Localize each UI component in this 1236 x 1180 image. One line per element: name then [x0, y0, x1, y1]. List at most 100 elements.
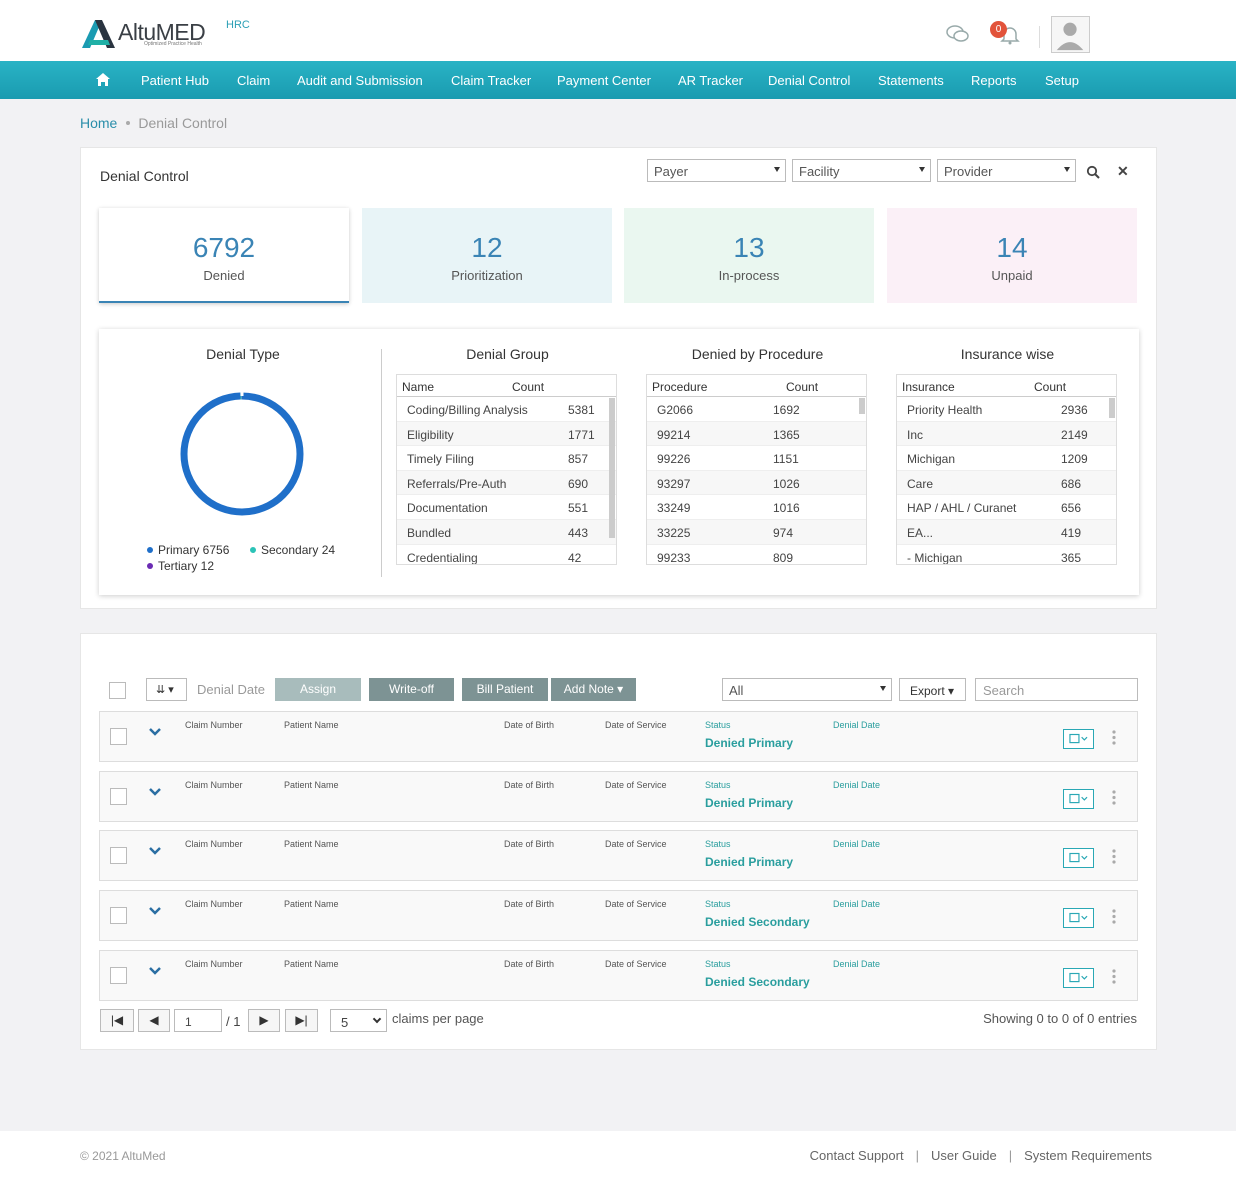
card-value: 13 [624, 232, 874, 264]
claim-row[interactable]: Claim Number Patient Name Date of Birth Dat… [99, 771, 1138, 822]
chevron-down-icon[interactable] [148, 844, 162, 858]
add-note-button[interactable]: Add Note ▾ [551, 678, 636, 701]
facility-select[interactable]: Facility [792, 159, 931, 182]
claim-checkbox[interactable] [110, 967, 127, 984]
table-row[interactable]: Eligibility 1771 [397, 422, 616, 447]
more-options-icon[interactable] [1112, 909, 1116, 924]
scrollbar[interactable] [859, 398, 865, 414]
first-page-button[interactable]: |◀ [100, 1009, 134, 1032]
user-avatar[interactable] [1051, 16, 1090, 53]
page-number-input[interactable]: 1 [174, 1009, 222, 1032]
note-button[interactable] [1063, 729, 1094, 749]
nav-claim-tracker[interactable]: Claim Tracker [451, 73, 531, 88]
table-row[interactable]: Priority Health 2936 [897, 397, 1116, 422]
table-row[interactable]: Care 686 [897, 471, 1116, 496]
provider-select[interactable]: Provider [937, 159, 1076, 182]
more-options-icon[interactable] [1112, 790, 1116, 805]
scrollbar[interactable] [609, 398, 615, 538]
table-row[interactable]: Credentialing 42 [397, 545, 616, 565]
assign-button[interactable]: Assign [275, 678, 361, 701]
status-filter-select[interactable]: All [722, 678, 892, 701]
nav-reports[interactable]: Reports [971, 73, 1017, 88]
prev-page-button[interactable]: ◀ [138, 1009, 170, 1032]
table-row[interactable]: Coding/Billing Analysis 5381 [397, 397, 616, 422]
nav-audit-submission[interactable]: Audit and Submission [297, 73, 423, 88]
table-row[interactable]: 33225 974 [647, 520, 866, 545]
nav-patient-hub[interactable]: Patient Hub [141, 73, 209, 88]
search-input[interactable]: Search [975, 678, 1138, 701]
next-page-button[interactable]: ▶ [248, 1009, 280, 1032]
nav-claim[interactable]: Claim [237, 73, 270, 88]
claim-row[interactable]: Claim Number Patient Name Date of Birth Dat… [99, 950, 1138, 1001]
more-options-icon[interactable] [1112, 849, 1116, 864]
table-row[interactable]: HAP / AHL / Curanet 656 [897, 495, 1116, 520]
claim-status: Denied Primary [705, 855, 793, 869]
more-options-icon[interactable] [1112, 730, 1116, 745]
claim-checkbox[interactable] [110, 847, 127, 864]
claim-row[interactable]: Claim Number Patient Name Date of Birth Dat… [99, 830, 1138, 881]
table-row[interactable]: Michigan 1209 [897, 446, 1116, 471]
contact-support-link[interactable]: Contact Support [810, 1148, 904, 1163]
table-row[interactable]: 99214 1365 [647, 422, 866, 447]
table-row[interactable]: 99233 809 [647, 545, 866, 565]
table-row[interactable]: EA... 419 [897, 520, 1116, 545]
payer-select[interactable]: Payer [647, 159, 786, 182]
claim-row[interactable]: Claim Number Patient Name Date of Birth Dat… [99, 711, 1138, 762]
nav-denial-control[interactable]: Denial Control [768, 73, 850, 88]
write-off-button[interactable]: Write-off [369, 678, 454, 701]
note-button[interactable] [1063, 848, 1094, 868]
denial-date-label: Denial Date [833, 899, 880, 909]
table-row[interactable]: G2066 1692 [647, 397, 866, 422]
clear-filters-icon[interactable]: ✕ [1117, 163, 1129, 180]
nav-payment-center[interactable]: Payment Center [557, 73, 651, 88]
altumed-logo[interactable]: AltuMED Optimized Practice Health [80, 16, 220, 50]
scrollbar[interactable] [1109, 398, 1115, 418]
nav-setup[interactable]: Setup [1045, 73, 1079, 88]
provider-select-value: Provider [944, 164, 992, 179]
chevron-down-icon[interactable] [148, 904, 162, 918]
sort-button[interactable]: ⇊ ▾ [146, 678, 187, 701]
table-row[interactable]: 93297 1026 [647, 471, 866, 496]
row-name: 93297 [657, 477, 690, 491]
card-in-process[interactable]: 13 In-process [624, 208, 874, 303]
card-unpaid[interactable]: 14 Unpaid [887, 208, 1137, 303]
export-button[interactable]: Export ▾ [899, 678, 966, 701]
denial-type-donut[interactable] [177, 389, 307, 519]
note-button[interactable] [1063, 968, 1094, 988]
note-button[interactable] [1063, 789, 1094, 809]
bill-patient-button[interactable]: Bill Patient [462, 678, 548, 701]
last-page-button[interactable]: ▶| [285, 1009, 318, 1032]
claim-row[interactable]: Claim Number Patient Name Date of Birth Dat… [99, 890, 1138, 941]
donut-slice-0[interactable] [184, 396, 300, 512]
claim-checkbox[interactable] [110, 728, 127, 745]
system-requirements-link[interactable]: System Requirements [1024, 1148, 1152, 1163]
per-page-select[interactable]: 5 [330, 1009, 387, 1032]
breadcrumb-home[interactable]: Home [80, 115, 117, 131]
table-row[interactable]: Bundled 443 [397, 520, 616, 545]
chevron-down-icon[interactable] [148, 785, 162, 799]
nav-ar-tracker[interactable]: AR Tracker [678, 73, 743, 88]
card-prioritization[interactable]: 12 Prioritization [362, 208, 612, 303]
table-row[interactable]: Timely Filing 857 [397, 446, 616, 471]
table-row[interactable]: - Michigan 365 [897, 545, 1116, 565]
claim-checkbox[interactable] [110, 907, 127, 924]
user-guide-link[interactable]: User Guide [931, 1148, 997, 1163]
table-row[interactable]: 99226 1151 [647, 446, 866, 471]
table-row[interactable]: Referrals/Pre-Auth 690 [397, 471, 616, 496]
table-row[interactable]: 33249 1016 [647, 495, 866, 520]
table-row[interactable]: Documentation 551 [397, 495, 616, 520]
claim-checkbox[interactable] [110, 788, 127, 805]
more-options-icon[interactable] [1112, 969, 1116, 984]
claim-number-label: Claim Number [185, 839, 243, 849]
note-button[interactable] [1063, 908, 1094, 928]
chevron-down-icon[interactable] [148, 964, 162, 978]
patient-name-label: Patient Name [284, 899, 339, 909]
table-row[interactable]: Inc 2149 [897, 422, 1116, 447]
select-all-checkbox[interactable] [109, 682, 126, 699]
card-denied[interactable]: 6792 Denied [99, 208, 349, 303]
search-icon[interactable] [1086, 165, 1100, 179]
nav-statements[interactable]: Statements [878, 73, 944, 88]
home-icon[interactable] [95, 72, 111, 87]
chevron-down-icon[interactable] [148, 725, 162, 739]
chat-icon[interactable] [946, 24, 970, 44]
